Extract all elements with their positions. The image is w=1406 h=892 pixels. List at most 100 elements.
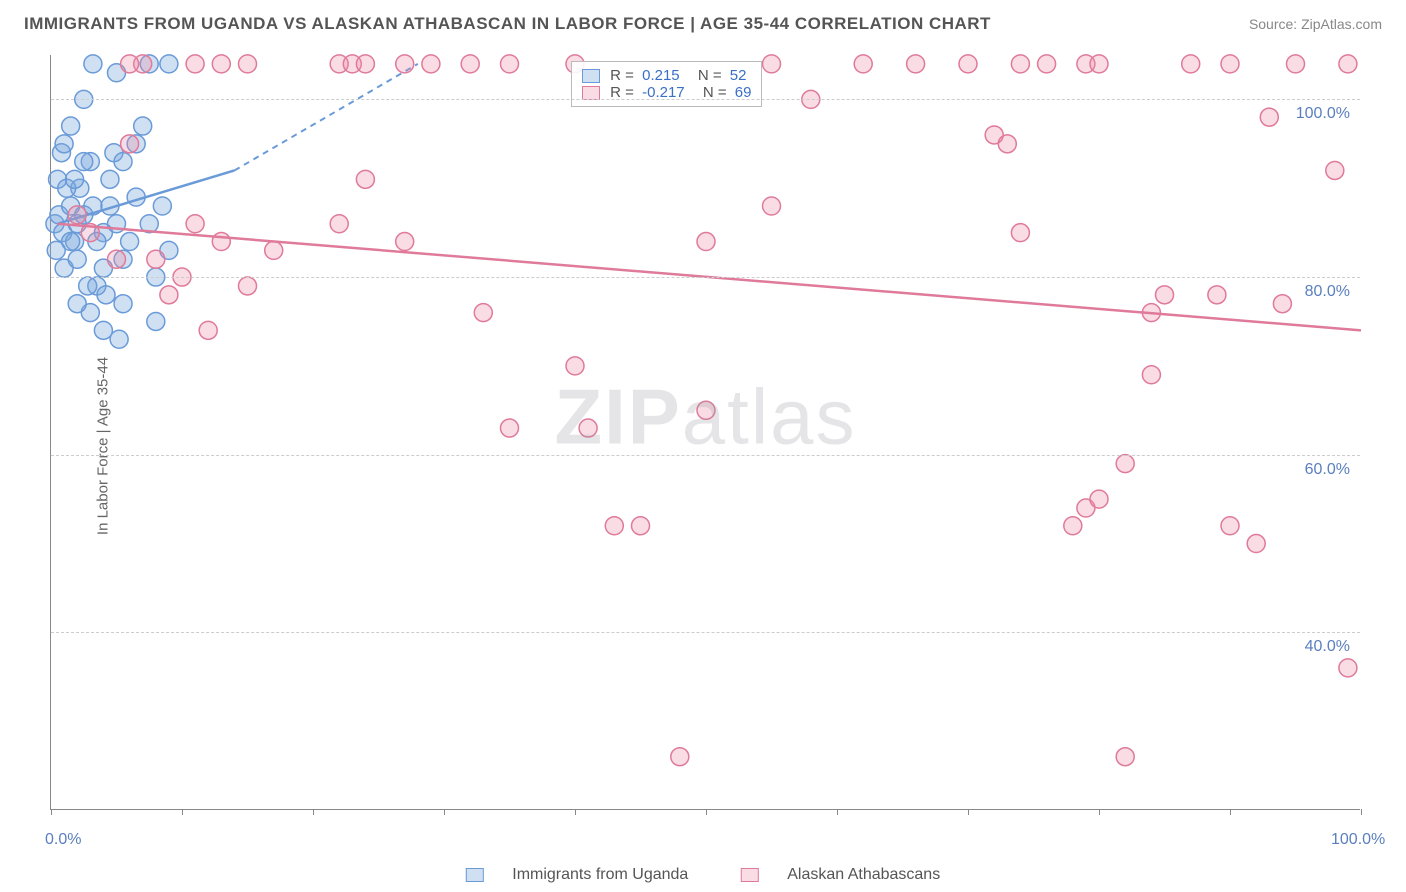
data-point — [153, 197, 171, 215]
data-point — [134, 117, 152, 135]
x-tick — [51, 809, 52, 815]
data-point — [1182, 55, 1200, 73]
data-point — [97, 286, 115, 304]
x-tick — [837, 809, 838, 815]
data-point — [1221, 517, 1239, 535]
data-point — [66, 170, 84, 188]
data-point — [1011, 224, 1029, 242]
trend-line-dashed — [234, 64, 417, 171]
data-point — [121, 135, 139, 153]
r-label: R = — [610, 67, 634, 84]
data-point — [84, 55, 102, 73]
data-point — [1142, 366, 1160, 384]
data-point — [68, 295, 86, 313]
data-point — [121, 233, 139, 251]
data-point — [68, 206, 86, 224]
data-point — [239, 277, 257, 295]
data-point — [998, 135, 1016, 153]
data-point — [330, 215, 348, 233]
data-point — [854, 55, 872, 73]
data-point — [101, 170, 119, 188]
x-tick — [968, 809, 969, 815]
x-tick-label: 100.0% — [1331, 831, 1385, 849]
data-point — [265, 241, 283, 259]
data-point — [147, 312, 165, 330]
data-point — [186, 215, 204, 233]
data-point — [199, 321, 217, 339]
data-point — [1090, 55, 1108, 73]
data-point — [1064, 517, 1082, 535]
data-point — [1156, 286, 1174, 304]
data-point — [396, 55, 414, 73]
x-tick — [575, 809, 576, 815]
grid-line — [51, 632, 1360, 633]
n-value: 52 — [730, 67, 747, 84]
data-point — [160, 55, 178, 73]
data-point — [108, 250, 126, 268]
data-point — [501, 55, 519, 73]
data-point — [212, 55, 230, 73]
data-point — [907, 55, 925, 73]
series-legend: Immigrants from Uganda Alaskan Athabasca… — [442, 866, 964, 884]
legend-swatch — [582, 86, 600, 100]
data-point — [1326, 161, 1344, 179]
legend-swatch — [466, 868, 484, 882]
data-point — [75, 153, 93, 171]
data-point — [160, 286, 178, 304]
data-point — [474, 304, 492, 322]
bottom-legend-item: Alaskan Athabascans — [729, 866, 952, 883]
data-point — [959, 55, 977, 73]
chart-title: IMMIGRANTS FROM UGANDA VS ALASKAN ATHABA… — [24, 14, 991, 34]
data-point — [121, 55, 139, 73]
data-point — [47, 241, 65, 259]
data-point — [1038, 55, 1056, 73]
data-point — [1339, 55, 1357, 73]
x-tick-label: 0.0% — [45, 831, 81, 849]
x-tick — [182, 809, 183, 815]
chart-container: IMMIGRANTS FROM UGANDA VS ALASKAN ATHABA… — [0, 0, 1406, 892]
data-point — [1116, 748, 1134, 766]
data-point — [356, 170, 374, 188]
data-point — [186, 55, 204, 73]
data-point — [1090, 490, 1108, 508]
y-tick-label: 80.0% — [1305, 283, 1350, 301]
series-label: Alaskan Athabascans — [787, 866, 940, 883]
data-point — [1116, 455, 1134, 473]
data-point — [763, 197, 781, 215]
x-tick — [706, 809, 707, 815]
data-point — [461, 55, 479, 73]
x-tick — [1099, 809, 1100, 815]
grid-line — [51, 455, 1360, 456]
r-value: 0.215 — [642, 67, 680, 84]
legend-row: R = 0.215 N = 52 — [582, 67, 751, 84]
data-point — [147, 250, 165, 268]
data-point — [1011, 55, 1029, 73]
plot-area: ZIPatlas R = 0.215 N = 52 R = -0.217 N =… — [50, 55, 1360, 810]
data-point — [1208, 286, 1226, 304]
data-point — [697, 401, 715, 419]
data-point — [1273, 295, 1291, 313]
series-label: Immigrants from Uganda — [512, 866, 688, 883]
data-point — [697, 233, 715, 251]
data-point — [1339, 659, 1357, 677]
plot-svg — [51, 55, 1360, 809]
x-tick — [313, 809, 314, 815]
y-tick-label: 100.0% — [1296, 105, 1350, 123]
data-point — [239, 55, 257, 73]
y-tick-label: 60.0% — [1305, 461, 1350, 479]
n-label: N = — [698, 67, 722, 84]
data-point — [605, 517, 623, 535]
data-point — [671, 748, 689, 766]
data-point — [422, 55, 440, 73]
data-point — [94, 321, 112, 339]
bottom-legend-item: Immigrants from Uganda — [454, 866, 705, 883]
data-point — [566, 357, 584, 375]
data-point — [114, 153, 132, 171]
data-point — [55, 135, 73, 153]
data-point — [68, 250, 86, 268]
data-point — [396, 233, 414, 251]
y-tick-label: 40.0% — [1305, 638, 1350, 656]
data-point — [632, 517, 650, 535]
data-point — [212, 233, 230, 251]
legend-swatch — [582, 69, 600, 83]
